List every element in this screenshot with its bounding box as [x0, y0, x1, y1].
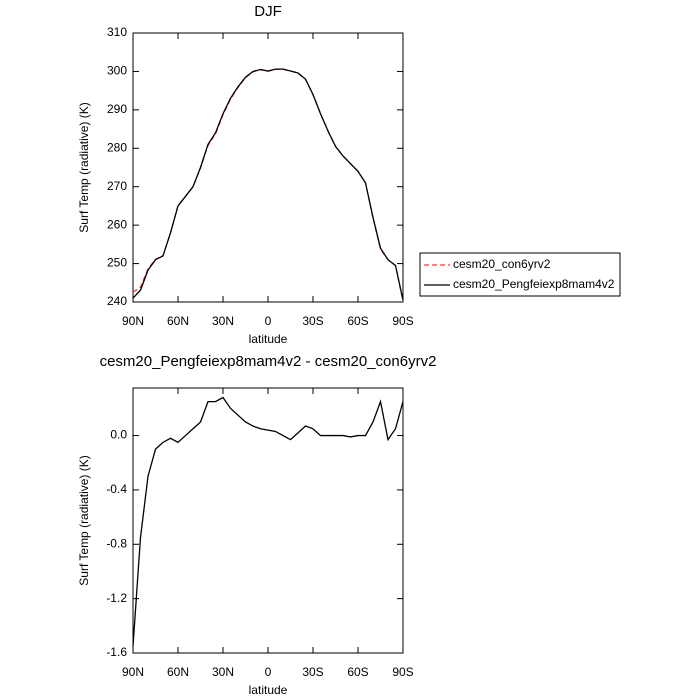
y-tick-label: -0.4 — [106, 482, 127, 496]
x-tick-label: 0 — [265, 314, 272, 328]
y-axis-label: Surf Temp (radiative) (K) — [77, 455, 91, 585]
x-tick-label: 90N — [122, 314, 144, 328]
y-tick-label: 240 — [107, 294, 127, 308]
y-tick-label: 300 — [107, 64, 127, 78]
data-line — [132, 396, 404, 647]
x-tick-label: 90S — [392, 665, 413, 679]
x-tick-label: 60S — [347, 665, 368, 679]
x-axis-label: latitude — [249, 683, 288, 697]
legend-label: cesm20_con6yrv2 — [453, 257, 551, 271]
data-line — [132, 68, 404, 301]
x-tick-label: 0 — [265, 665, 272, 679]
plot-frame — [132, 32, 404, 303]
x-tick-label: 30N — [212, 665, 234, 679]
x-tick-label: 30S — [302, 314, 323, 328]
x-tick-label: 60N — [167, 665, 189, 679]
x-tick-label: 90N — [122, 665, 144, 679]
chart-title: cesm20_Pengfeiexp8mam4v2 - cesm20_con6yr… — [100, 353, 437, 370]
y-tick-label: -1.6 — [106, 645, 127, 659]
y-tick-label: 0.0 — [110, 428, 127, 442]
y-tick-label: 290 — [107, 102, 127, 116]
x-tick-label: 30S — [302, 665, 323, 679]
x-axis-label: latitude — [249, 332, 288, 346]
y-axis-label: Surf Temp (radiative) (K) — [77, 102, 91, 232]
x-tick-label: 30N — [212, 314, 234, 328]
legend-box — [419, 252, 621, 297]
y-tick-label: 270 — [107, 179, 127, 193]
y-tick-label: -1.2 — [106, 591, 127, 605]
x-tick-label: 90S — [392, 314, 413, 328]
x-tick-label: 60S — [347, 314, 368, 328]
y-tick-label: 250 — [107, 256, 127, 270]
legend-label: cesm20_Pengfeiexp8mam4v2 — [453, 277, 615, 291]
chart-title: DJF — [254, 3, 282, 20]
y-tick-label: 260 — [107, 217, 127, 231]
plot-frame — [132, 387, 404, 654]
data-line — [132, 68, 404, 302]
y-tick-label: 310 — [107, 25, 127, 39]
y-tick-label: -0.8 — [106, 536, 127, 550]
y-tick-label: 280 — [107, 140, 127, 154]
x-tick-label: 60N — [167, 314, 189, 328]
